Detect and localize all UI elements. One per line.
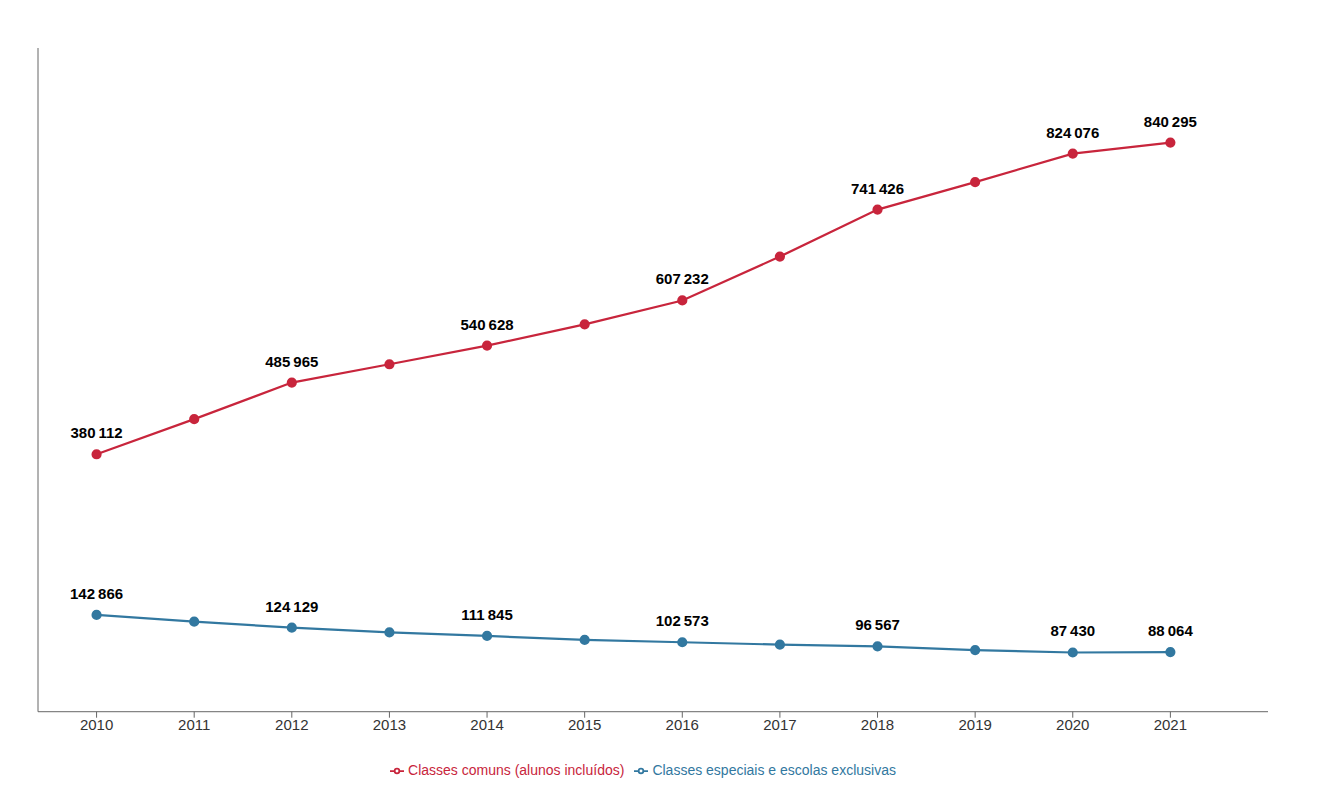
svg-text:2013: 2013 xyxy=(373,716,406,733)
svg-text:824 076: 824 076 xyxy=(1046,124,1099,141)
svg-text:2017: 2017 xyxy=(763,716,796,733)
html-text:Classes especiais e escolas ex: Classes especiais e escolas exclusivas xyxy=(652,761,896,778)
svg-text:124 129: 124 129 xyxy=(265,598,318,615)
html-text:Classes comuns (alunos incluíd: Classes comuns (alunos incluídos) xyxy=(408,761,625,778)
svg-text:88 064: 88 064 xyxy=(1148,622,1193,639)
svg-text:87 430: 87 430 xyxy=(1050,622,1095,639)
svg-text:142 866: 142 866 xyxy=(70,585,123,602)
svg-text:540 628: 540 628 xyxy=(461,316,514,333)
svg-text:2020: 2020 xyxy=(1056,716,1089,733)
svg-text:2021: 2021 xyxy=(1154,716,1187,733)
svg-text:111 845: 111 845 xyxy=(461,606,512,623)
svg-text:380 112: 380 112 xyxy=(70,424,122,441)
svg-text:2012: 2012 xyxy=(275,716,308,733)
svg-text:840 295: 840 295 xyxy=(1144,113,1197,130)
svg-text:2016: 2016 xyxy=(666,716,699,733)
svg-text:741 426: 741 426 xyxy=(851,180,904,197)
svg-text:607 232: 607 232 xyxy=(656,270,709,287)
svg-text:96 567: 96 567 xyxy=(855,616,900,633)
svg-text:102 573: 102 573 xyxy=(656,612,709,629)
svg-text:485 965: 485 965 xyxy=(265,353,318,370)
svg-text:2019: 2019 xyxy=(958,716,991,733)
svg-text:2010: 2010 xyxy=(80,716,113,733)
svg-text:2014: 2014 xyxy=(470,716,503,733)
svg-text:2011: 2011 xyxy=(178,716,210,733)
svg-text:2018: 2018 xyxy=(861,716,894,733)
svg-text:2015: 2015 xyxy=(568,716,601,733)
